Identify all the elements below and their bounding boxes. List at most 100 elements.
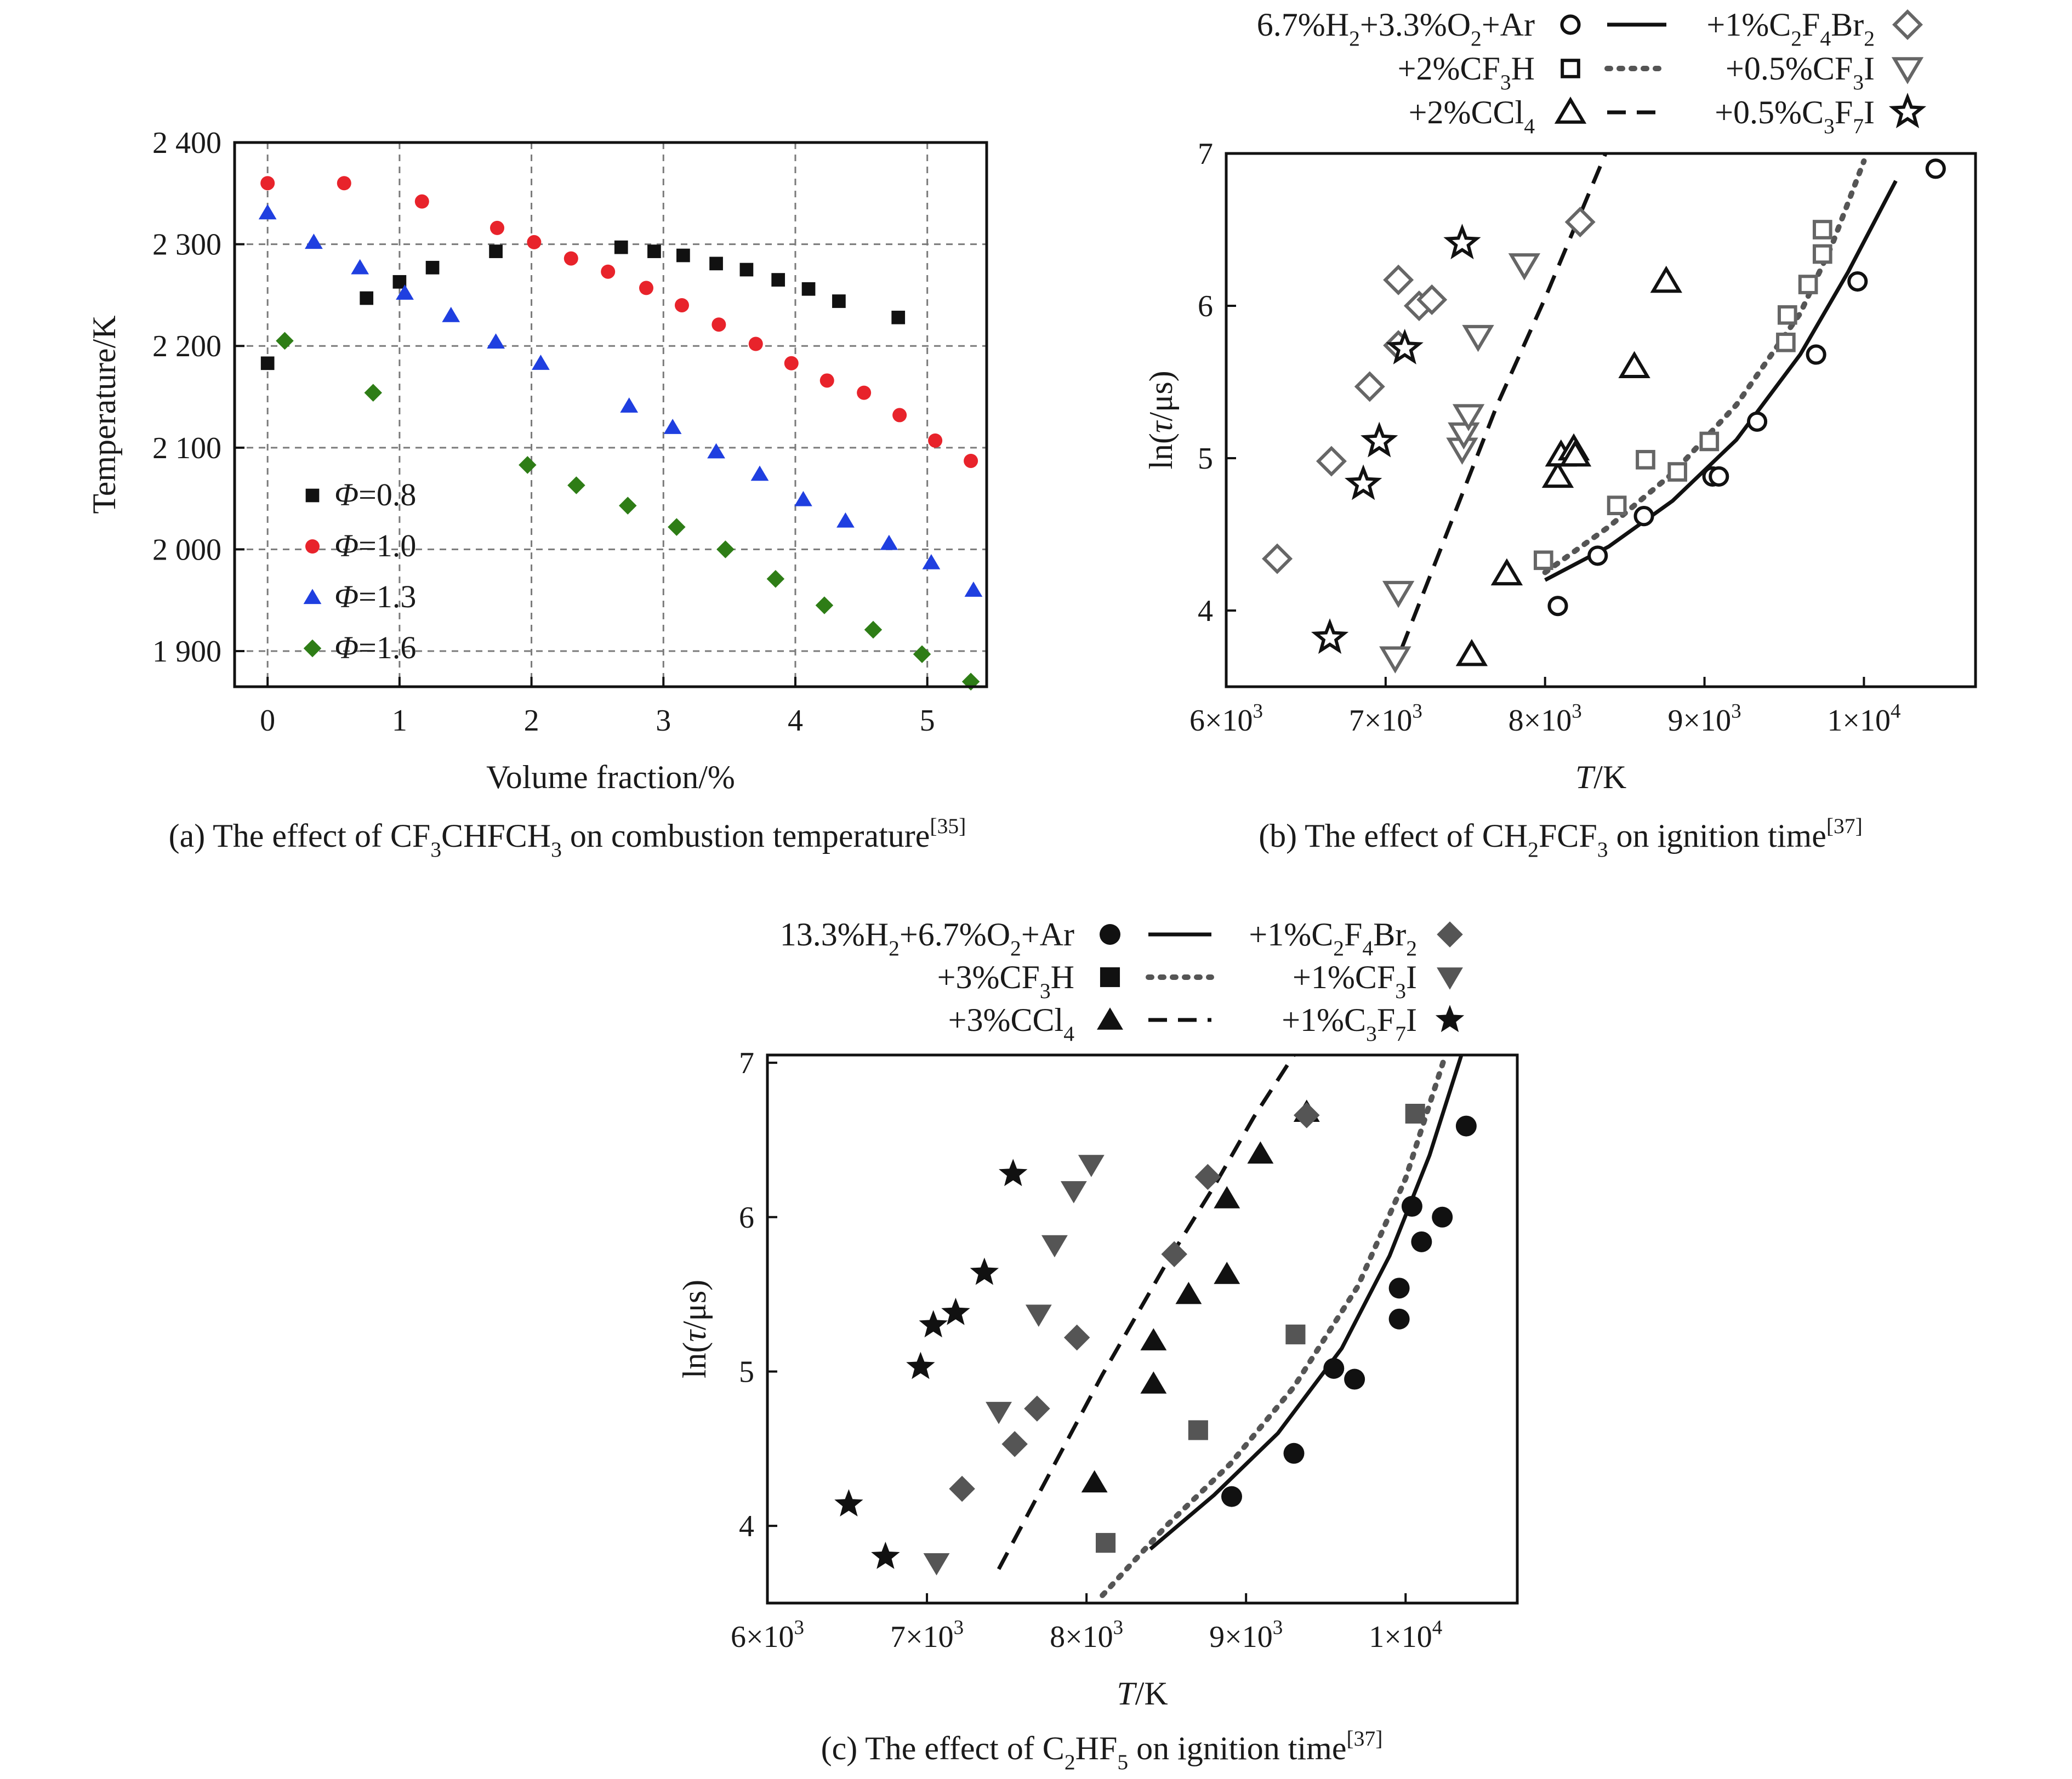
- data-point-star: [919, 1310, 948, 1338]
- legend: Φ=0.8Φ=1.0Φ=1.3Φ=1.6: [303, 477, 416, 665]
- text-part: 7×10: [890, 1620, 954, 1654]
- text-part: 6.7%H: [1257, 7, 1349, 43]
- text-part: =1.0: [358, 528, 416, 563]
- y-axis-label: Temperature/K: [86, 315, 122, 514]
- series-4-triangle-down: [923, 1155, 1105, 1576]
- data-point-square: [1798, 275, 1818, 294]
- series-5-star: [1311, 224, 1481, 654]
- text-part: 3: [1731, 699, 1741, 722]
- legend-label: Φ=1.3: [334, 579, 416, 614]
- data-point-triangle-down: [1060, 1181, 1087, 1204]
- panel-a-temperature-chart: 0 1 2 3 4 5 1 900 2 000 2 100 2 200 2 300 2 400 Volu…: [86, 126, 988, 862]
- panel-caption: (b) The effect of CH2FCF3 on ignition ti…: [1259, 814, 1863, 862]
- plot-frame: [766, 1053, 1519, 1605]
- data-point-square: [1667, 462, 1687, 482]
- data-point-diamond: [766, 570, 785, 588]
- text-part: 13.3%H: [780, 916, 889, 953]
- text-part: +0.5%CF: [1726, 50, 1853, 87]
- text-part: 6×10: [731, 1620, 794, 1654]
- data-point-square: [360, 291, 374, 305]
- data-point-circle: [601, 264, 616, 279]
- data-point-triangle: [1140, 1328, 1167, 1350]
- data-point-circle: [1432, 1206, 1453, 1228]
- data-point-star: [999, 1159, 1028, 1187]
- x-tick-label: 8×103: [1509, 699, 1582, 738]
- text-part: 3: [1395, 979, 1406, 1003]
- y-tick-label: 5: [1198, 442, 1213, 476]
- plot-frame: [233, 141, 988, 688]
- data-point-square: [647, 244, 661, 258]
- data-point-circle: [489, 220, 504, 235]
- data-point-circle: [674, 298, 689, 312]
- text-part: ln(: [1143, 433, 1179, 470]
- data-point-triangle: [1175, 1281, 1202, 1304]
- data-point-square: [1096, 1533, 1116, 1553]
- text-part: F: [1344, 916, 1362, 953]
- data-point-triangle: [258, 204, 277, 220]
- data-point-square: [832, 294, 846, 308]
- data-point-circle: [1925, 158, 1946, 179]
- text-part: on ignition time: [1608, 818, 1826, 854]
- text-part: on ignition time: [1128, 1730, 1346, 1766]
- x-axis-label: T/K: [1117, 1675, 1168, 1712]
- legend-marker-triangle-down: [1437, 967, 1463, 990]
- data-point-circle: [1633, 506, 1654, 527]
- data-point-circle: [819, 373, 834, 388]
- data-point-triangle: [396, 284, 414, 300]
- x-tick-label: 6×103: [731, 1616, 804, 1654]
- data-point-star: [1386, 328, 1424, 364]
- legend-label: +0.5%C3F7I: [1715, 94, 1875, 138]
- data-point-circle: [1221, 1486, 1242, 1507]
- text-part: 2: [1349, 26, 1360, 50]
- text-part: 3: [1412, 699, 1422, 722]
- data-point-triangle: [487, 333, 505, 349]
- x-axis-label: Volume fraction/%: [486, 759, 735, 795]
- series-0-circle: [1547, 158, 1946, 617]
- text-part: 2: [889, 936, 900, 960]
- text-part: F: [1377, 1002, 1395, 1038]
- text-part: =1.3: [358, 579, 416, 614]
- data-point-diamond: [949, 1475, 975, 1502]
- text-part: (c) The effect of C: [821, 1730, 1065, 1766]
- text-part: +2%CF: [1398, 50, 1500, 87]
- data-point-triangle: [1214, 1186, 1240, 1208]
- data-point-triangle: [1247, 1141, 1274, 1164]
- text-part: T: [1117, 1675, 1137, 1712]
- data-point-diamond: [1316, 446, 1347, 477]
- y-tick-label: 2 400: [152, 126, 221, 160]
- data-point-circle: [1388, 1308, 1410, 1330]
- text-part: 9×10: [1668, 704, 1732, 738]
- text-part: τ: [676, 1329, 713, 1342]
- data-point-triangle-down: [1041, 1235, 1068, 1258]
- data-point-square: [1812, 220, 1832, 240]
- model-curve-solid: [1149, 1055, 1464, 1551]
- series-0-square: [260, 240, 906, 370]
- data-point-circle: [639, 281, 653, 295]
- data-point-square: [1812, 244, 1832, 264]
- data-point-triangle: [794, 491, 812, 506]
- text-part: 3: [954, 1616, 964, 1638]
- text-part: 5: [1117, 1750, 1128, 1774]
- text-part: 7: [1395, 1022, 1406, 1046]
- data-point-diamond: [619, 497, 637, 515]
- text-part: 4: [1820, 26, 1831, 50]
- text-part: Φ: [334, 630, 358, 665]
- data-point-square: [425, 260, 440, 275]
- data-point-triangle-down: [1462, 324, 1494, 352]
- data-point-circle: [1709, 466, 1729, 487]
- data-point-triangle-down: [1078, 1155, 1105, 1177]
- legend-marker-square: [1561, 59, 1580, 78]
- text-part: I: [1406, 1002, 1417, 1038]
- data-point-star: [970, 1257, 999, 1285]
- series-4-triangle-down: [1379, 253, 1541, 674]
- text-part: F: [1802, 7, 1820, 43]
- text-part: 2: [1333, 936, 1344, 960]
- data-point-diamond: [1262, 543, 1293, 574]
- data-point-star: [1311, 618, 1349, 654]
- text-part: 4: [1063, 1022, 1074, 1046]
- legend-label: Φ=0.8: [334, 477, 416, 512]
- text-part: 3: [1113, 1616, 1123, 1638]
- legend-marker-circle: [1560, 14, 1581, 35]
- data-point-circle: [1344, 1369, 1365, 1390]
